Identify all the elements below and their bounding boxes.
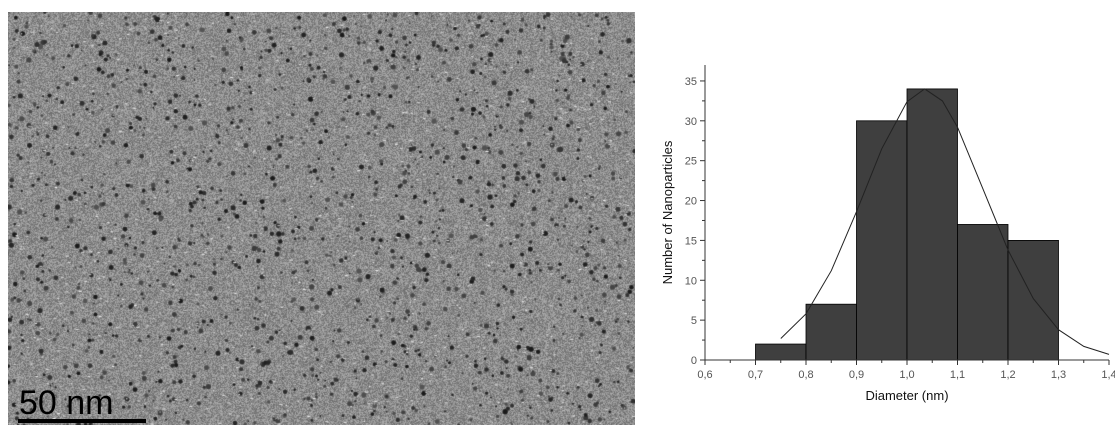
y-tick-label: 20 [685,196,697,208]
x-tick-label: 1,0 [899,369,914,381]
x-tick-label: 0,8 [798,369,813,381]
histogram-bar [755,343,807,361]
y-tick-label: 15 [685,235,697,247]
tem-micrograph: 50 nm [8,12,635,425]
histogram-bar [805,303,857,361]
x-tick-label: 0,6 [697,369,712,381]
y-tick-label: 30 [685,116,697,128]
y-tick-label: 5 [691,315,697,327]
y-axis-ticks: 0 5 10 15 20 25 30 35 [685,76,705,367]
gaussian-fit-curve [780,88,1110,355]
histogram-bar [856,120,908,361]
histogram-bar [957,224,1009,361]
histogram-bar [906,88,958,361]
x-tick-label: 1,1 [950,369,965,381]
y-tick-label: 10 [685,275,697,287]
x-axis-ticks: 0,6 0,7 0,8 0,9 1,0 1,1 1,2 1,3 1,4 [697,360,1115,381]
x-tick-label: 1,2 [1000,369,1015,381]
tem-image-texture [8,12,635,425]
y-tick-label: 35 [685,76,697,88]
histogram-bar [1007,240,1059,361]
scale-bar-label: 50 nm [19,384,114,422]
x-tick-label: 1,4 [1101,369,1115,381]
y-tick-label: 25 [685,156,697,168]
x-axis-title: Diameter (nm) [865,388,948,403]
x-tick-label: 1,3 [1051,369,1066,381]
histogram-bars [755,88,1059,361]
x-tick-label: 0,7 [748,369,763,381]
size-distribution-histogram: 0,6 0,7 0,8 0,9 1,0 1,1 1,2 1,3 1,4 0 5 10 15 20 25 30… [660,65,1115,403]
x-tick-label: 0,9 [849,369,864,381]
y-axis-title: Number of Nanoparticles [660,140,675,284]
scale-bar [18,419,146,423]
y-tick-label: 0 [691,355,697,367]
